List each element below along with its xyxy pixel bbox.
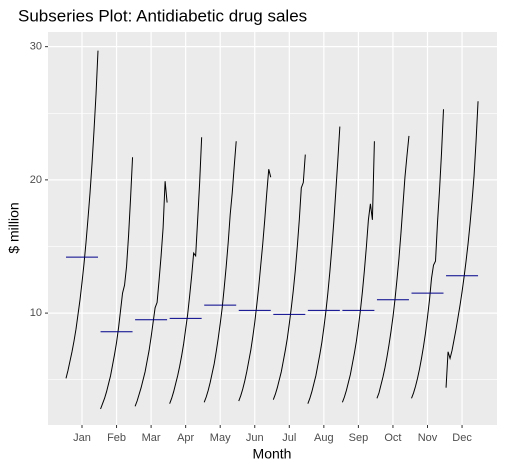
x-tick-label: Feb <box>107 432 126 444</box>
subseries-line <box>203 141 237 403</box>
x-tick-label: Dec <box>452 432 472 444</box>
subseries-line <box>307 126 341 404</box>
subseries-line <box>445 101 479 388</box>
chart-title: Subseries Plot: Antidiabetic drug sales <box>18 6 307 25</box>
x-tick-label: May <box>210 432 231 444</box>
subseries-line <box>134 181 168 407</box>
x-tick-label: Sep <box>349 432 369 444</box>
x-tick-label: Oct <box>384 432 401 444</box>
subseries-line <box>411 109 444 399</box>
x-axis-label: Month <box>253 446 292 462</box>
y-axis-label: $ million <box>6 202 22 253</box>
panel <box>48 32 497 425</box>
subseries-line <box>238 169 272 402</box>
x-tick-label: Jun <box>246 432 264 444</box>
y-tick-label: 30 <box>30 41 42 53</box>
subseries-line <box>272 154 306 400</box>
y-tick-label: 20 <box>30 174 42 186</box>
x-tick-label: Nov <box>418 432 438 444</box>
x-tick-label: Jul <box>282 432 296 444</box>
subseries-line <box>169 137 203 404</box>
x-tick-label: Aug <box>314 432 334 444</box>
y-tick-label: 10 <box>30 307 42 319</box>
subseries-line <box>376 135 410 399</box>
x-tick-label: Apr <box>177 432 194 444</box>
x-tick-label: Mar <box>142 432 161 444</box>
x-tick-label: Jan <box>73 432 91 444</box>
subseries-line <box>341 141 375 403</box>
subseries-line <box>100 157 134 410</box>
subseries-line <box>65 50 99 379</box>
